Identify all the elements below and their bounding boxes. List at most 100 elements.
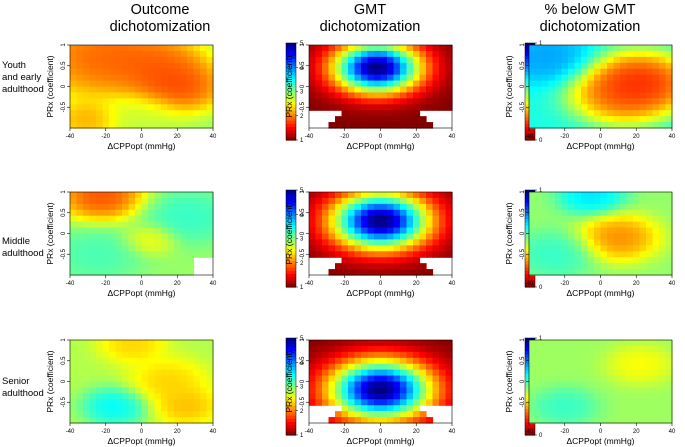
heatmap-cell xyxy=(187,122,195,129)
heatmap-cell xyxy=(626,227,634,235)
heatmap-cell xyxy=(335,45,343,52)
heatmap-cell xyxy=(393,227,401,235)
heatmap-cell xyxy=(639,80,647,88)
heatmap-cell xyxy=(354,405,362,412)
heatmap-cell xyxy=(328,56,336,64)
heatmap-cell xyxy=(76,257,84,264)
heatmap-cell xyxy=(96,74,104,82)
heatmap-cell xyxy=(594,116,602,123)
heatmap-cell xyxy=(594,257,602,264)
x-tick-label: -20 xyxy=(340,281,349,287)
heatmap-cell xyxy=(348,417,356,424)
heatmap-cell xyxy=(568,122,576,129)
heatmap-cell xyxy=(122,263,130,270)
heatmap-cell xyxy=(367,269,375,276)
heatmap-cell xyxy=(154,221,162,229)
heatmap-cell xyxy=(148,56,156,64)
col-title-outcome-line1: Outcome xyxy=(130,2,190,18)
heatmap-cell xyxy=(607,399,615,406)
heatmap-cell xyxy=(665,227,673,235)
heatmap-cell xyxy=(646,98,654,105)
heatmap-cell xyxy=(555,411,563,418)
heatmap-cell xyxy=(128,411,136,418)
heatmap-cell xyxy=(406,257,414,264)
heatmap-cell xyxy=(633,369,641,377)
heatmap-cell xyxy=(581,86,589,94)
heatmap-cell xyxy=(309,80,317,88)
colorbar-segment xyxy=(286,212,296,217)
heatmap-cell xyxy=(115,74,123,82)
heatmap-cell xyxy=(426,56,434,64)
heatmap-cell xyxy=(154,251,162,258)
heatmap-cell xyxy=(542,239,550,246)
heatmap-cell xyxy=(354,192,362,199)
heatmap-cell xyxy=(542,215,550,223)
heatmap-cell xyxy=(626,104,634,111)
heatmap-cell xyxy=(348,56,356,64)
heatmap-cell xyxy=(148,387,156,394)
heatmap-cell xyxy=(400,351,408,359)
heatmap-cell xyxy=(109,239,117,246)
heatmap-cell xyxy=(380,56,388,64)
heatmap-cell xyxy=(665,86,673,94)
colorbar-tick-label: 1 xyxy=(539,41,543,47)
heatmap-cell xyxy=(309,68,317,76)
heatmap-cell xyxy=(167,357,175,365)
heatmap-cell xyxy=(167,363,175,371)
heatmap-cell xyxy=(380,381,388,389)
heatmap-cell xyxy=(542,98,550,105)
heatmap-cell xyxy=(128,92,136,99)
heatmap-cell xyxy=(180,227,188,235)
heatmap-cell xyxy=(115,399,123,406)
heatmap-cell xyxy=(439,203,447,211)
heatmap-cell xyxy=(613,363,621,371)
heatmap-cell xyxy=(439,375,447,383)
heatmap-cell xyxy=(374,192,382,199)
heatmap-cell xyxy=(393,110,401,117)
heatmap-cell xyxy=(555,56,563,64)
heatmap-cell xyxy=(128,116,136,123)
x-tick-label: -20 xyxy=(560,429,569,435)
heatmap-cell xyxy=(445,399,453,406)
heatmap-cell xyxy=(548,98,556,105)
heatmap-cell xyxy=(135,357,143,365)
heatmap-cell xyxy=(626,345,634,353)
heatmap-cell xyxy=(374,257,382,264)
heatmap-cell xyxy=(607,98,615,105)
heatmap-cell xyxy=(309,221,317,229)
heatmap-cell xyxy=(322,387,330,394)
heatmap-cell xyxy=(180,98,188,105)
heatmap-cell xyxy=(167,351,175,359)
heatmap-cell xyxy=(96,375,104,383)
heatmap-cell xyxy=(445,50,453,58)
heatmap-cell xyxy=(633,411,641,418)
heatmap-cell xyxy=(665,192,673,199)
heatmap-cell xyxy=(659,221,667,229)
heatmap-cell xyxy=(76,345,84,353)
heatmap-cell xyxy=(128,104,136,111)
heatmap-cell xyxy=(406,251,414,258)
heatmap-cell xyxy=(367,405,375,412)
heatmap-cell xyxy=(600,257,608,264)
heatmap-cell xyxy=(380,92,388,99)
heatmap-cell xyxy=(115,245,123,252)
heatmap-cell xyxy=(633,74,641,82)
heatmap-cell xyxy=(328,417,336,424)
heatmap-cell xyxy=(96,227,104,235)
heatmap-cell xyxy=(200,381,208,389)
heatmap-cell xyxy=(135,104,143,111)
heatmap-cell xyxy=(102,387,110,394)
heatmap-cell xyxy=(374,86,382,94)
heatmap-cell xyxy=(380,233,388,241)
heatmap-cell xyxy=(328,369,336,377)
heatmap-cell xyxy=(341,393,349,400)
heatmap-cell xyxy=(361,45,369,52)
heatmap-cell xyxy=(426,340,434,347)
heatmap-cell xyxy=(659,45,667,52)
heatmap-cell xyxy=(439,345,447,353)
heatmap-cell xyxy=(535,122,543,129)
heatmap-cell xyxy=(154,363,162,371)
heatmap-cell xyxy=(161,80,169,88)
heatmap-cell xyxy=(141,221,149,229)
heatmap-cell xyxy=(102,345,110,353)
